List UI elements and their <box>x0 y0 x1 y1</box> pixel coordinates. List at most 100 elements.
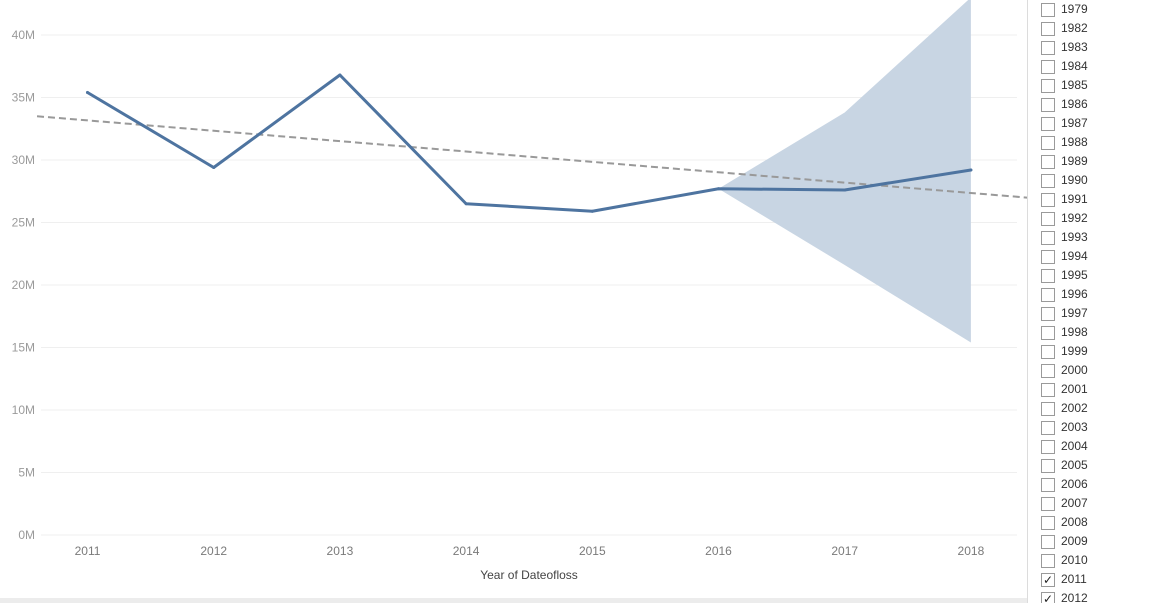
filter-item-label: 1993 <box>1061 230 1088 244</box>
filter-checkbox[interactable] <box>1041 440 1055 454</box>
filter-item-2011[interactable]: ✓ 2011 <box>1028 571 1171 590</box>
horizontal-scrollbar-track[interactable] <box>0 598 1027 603</box>
filter-item-1987[interactable]: 1987 <box>1028 115 1171 134</box>
filter-checkbox[interactable] <box>1041 269 1055 283</box>
filter-item-1999[interactable]: 1999 <box>1028 343 1171 362</box>
x-tick-label: 2018 <box>958 544 985 558</box>
filter-checkbox[interactable] <box>1041 212 1055 226</box>
trend-line <box>36 115 1027 199</box>
filter-checkbox[interactable] <box>1041 60 1055 74</box>
filter-checkbox[interactable] <box>1041 288 1055 302</box>
filter-checkbox[interactable] <box>1041 421 1055 435</box>
filter-checkbox[interactable] <box>1041 22 1055 36</box>
filter-checkbox[interactable] <box>1041 41 1055 55</box>
filter-item-1990[interactable]: 1990 <box>1028 172 1171 191</box>
filter-checkbox[interactable] <box>1041 174 1055 188</box>
filter-item-2001[interactable]: 2001 <box>1028 381 1171 400</box>
filter-item-1986[interactable]: 1986 <box>1028 96 1171 115</box>
year-filter-panel: 1979 1982 1983 1984 1985 1986 1987 1988 1989 1990… <box>1028 0 1171 603</box>
filter-checkbox[interactable] <box>1041 516 1055 530</box>
filter-checkbox[interactable] <box>1041 193 1055 207</box>
filter-item-2009[interactable]: 2009 <box>1028 533 1171 552</box>
filter-item-2008[interactable]: 2008 <box>1028 514 1171 533</box>
filter-item-1994[interactable]: 1994 <box>1028 248 1171 267</box>
filter-item-1982[interactable]: 1982 <box>1028 20 1171 39</box>
filter-item-label: 2007 <box>1061 496 1088 510</box>
filter-item-label: 1985 <box>1061 78 1088 92</box>
filter-item-label: 2001 <box>1061 382 1088 396</box>
filter-checkbox[interactable]: ✓ <box>1041 592 1055 603</box>
panel-divider[interactable] <box>1027 0 1028 603</box>
filter-item-1979[interactable]: 1979 <box>1028 1 1171 20</box>
filter-item-label: 2009 <box>1061 534 1088 548</box>
data-point <box>969 168 973 172</box>
forecast-band-layer <box>718 0 971 343</box>
filter-checkbox[interactable] <box>1041 383 1055 397</box>
filter-checkbox[interactable] <box>1041 117 1055 131</box>
filter-checkbox[interactable] <box>1041 231 1055 245</box>
x-tick-label: 2012 <box>200 544 227 558</box>
filter-item-label: 1991 <box>1061 192 1088 206</box>
filter-item-1989[interactable]: 1989 <box>1028 153 1171 172</box>
filter-checkbox[interactable] <box>1041 250 1055 264</box>
filter-item-1988[interactable]: 1988 <box>1028 134 1171 153</box>
filter-item-1998[interactable]: 1998 <box>1028 324 1171 343</box>
forecast-band <box>718 0 971 343</box>
filter-item-2006[interactable]: 2006 <box>1028 476 1171 495</box>
filter-item-label: 2000 <box>1061 363 1088 377</box>
data-point <box>717 187 720 191</box>
filter-item-label: 1999 <box>1061 344 1088 358</box>
filter-item-label: 1996 <box>1061 287 1088 301</box>
series-line <box>86 73 973 213</box>
filter-item-2003[interactable]: 2003 <box>1028 419 1171 438</box>
x-axis-ticks: 2011 2012 2013 2014 2015 2016 2017 2018 <box>75 544 985 558</box>
filter-checkbox[interactable] <box>1041 459 1055 473</box>
x-tick-label: 2014 <box>453 544 480 558</box>
filter-checkbox[interactable] <box>1041 307 1055 321</box>
filter-item-1991[interactable]: 1991 <box>1028 191 1171 210</box>
filter-item-1997[interactable]: 1997 <box>1028 305 1171 324</box>
y-tick-label: 40M <box>12 28 35 42</box>
filter-item-label: 2010 <box>1061 553 1088 567</box>
filter-item-2007[interactable]: 2007 <box>1028 495 1171 514</box>
filter-checkbox[interactable] <box>1041 79 1055 93</box>
filter-checkbox[interactable]: ✓ <box>1041 573 1055 587</box>
filter-item-label: 1987 <box>1061 116 1088 130</box>
filter-item-1995[interactable]: 1995 <box>1028 267 1171 286</box>
filter-item-2012[interactable]: ✓ 2012 <box>1028 590 1171 603</box>
filter-item-2010[interactable]: 2010 <box>1028 552 1171 571</box>
filter-checkbox[interactable] <box>1041 478 1055 492</box>
filter-checkbox[interactable] <box>1041 136 1055 150</box>
filter-checkbox[interactable] <box>1041 364 1055 378</box>
y-tick-label: 35M <box>12 91 35 105</box>
filter-item-1996[interactable]: 1996 <box>1028 286 1171 305</box>
filter-checkbox[interactable] <box>1041 402 1055 416</box>
y-tick-label: 15M <box>12 341 35 355</box>
filter-checkbox[interactable] <box>1041 535 1055 549</box>
chart-area: 0M 5M 10M 15M 20M 25M 30M 35M 40M 2011 2012 2013 20… <box>0 0 1027 603</box>
filter-item-1984[interactable]: 1984 <box>1028 58 1171 77</box>
filter-checkbox[interactable] <box>1041 497 1055 511</box>
filter-checkbox[interactable] <box>1041 554 1055 568</box>
filter-item-2004[interactable]: 2004 <box>1028 438 1171 457</box>
filter-item-1985[interactable]: 1985 <box>1028 77 1171 96</box>
filter-item-label: 1995 <box>1061 268 1088 282</box>
filter-item-label: 2006 <box>1061 477 1088 491</box>
filter-item-label: 2008 <box>1061 515 1088 529</box>
filter-item-2002[interactable]: 2002 <box>1028 400 1171 419</box>
filter-item-label: 2011 <box>1061 572 1087 586</box>
filter-checkbox[interactable] <box>1041 326 1055 340</box>
filter-checkbox[interactable] <box>1041 3 1055 17</box>
filter-checkbox[interactable] <box>1041 345 1055 359</box>
filter-item-1993[interactable]: 1993 <box>1028 229 1171 248</box>
filter-item-2005[interactable]: 2005 <box>1028 457 1171 476</box>
filter-item-1983[interactable]: 1983 <box>1028 39 1171 58</box>
filter-item-label: 2004 <box>1061 439 1088 453</box>
filter-checkbox[interactable] <box>1041 98 1055 112</box>
y-tick-label: 0M <box>18 528 35 542</box>
filter-checkbox[interactable] <box>1041 155 1055 169</box>
filter-item-2000[interactable]: 2000 <box>1028 362 1171 381</box>
filter-item-1992[interactable]: 1992 <box>1028 210 1171 229</box>
filter-item-label: 2005 <box>1061 458 1088 472</box>
